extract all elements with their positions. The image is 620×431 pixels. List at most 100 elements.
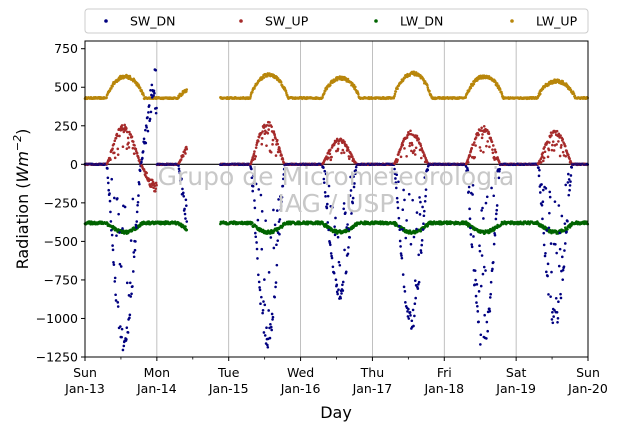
sw-up-point [279,150,282,154]
sw-up-point [559,134,562,137]
lw-up-point [285,91,288,95]
sw-dn-point [252,181,256,184]
sw-dn-point [403,290,407,293]
lw-up-point [249,95,252,98]
sw-up-point [113,156,117,160]
x-tick-label-day: Wed [287,365,314,380]
sw-dn-point [152,89,156,93]
sw-dn-point [478,249,482,253]
sw-dn-point [404,301,407,304]
sw-dn-point [260,295,263,299]
sw-up-point [491,151,495,155]
sw-dn-point [489,292,493,296]
sw-up-point [133,144,136,147]
sw-up-point [551,140,555,143]
sw-dn-point [335,283,339,287]
sw-dn-point [484,269,487,272]
lw-up-point [142,94,145,97]
lw-dn-point [255,225,258,228]
sw-dn-point [406,310,409,313]
sw-up-point [478,146,482,149]
sw-dn-point [135,220,139,223]
sw-up-point [543,150,547,154]
sw-dn-point [106,181,110,185]
sw-dn-point [112,263,116,266]
sw-dn-point [537,174,541,178]
sw-dn-point [116,197,119,200]
sw-dn-point [130,292,133,296]
sw-dn-point [119,325,122,328]
sw-up-point [150,178,154,182]
lw-up-point [111,84,114,88]
lw-up-point [185,90,188,93]
sw-dn-point [340,292,343,295]
sw-dn-point [405,219,408,222]
sw-dn-point [326,221,330,224]
sw-up-point [403,147,406,150]
lw-up-point [354,85,357,89]
sw-dn-point [119,265,123,268]
sw-dn-point [154,111,158,115]
sw-dn-point [567,178,571,181]
sw-dn-point [255,241,258,244]
sw-dn-point [270,312,274,316]
lw-dn-point [184,225,187,228]
sw-dn-point [118,262,122,266]
sw-dn-point [560,255,564,259]
sw-up-point [546,155,550,159]
sw-up-point [485,144,488,148]
sw-dn-point [278,232,281,236]
sw-dn-point [400,254,403,257]
sw-dn-point [282,173,286,176]
sw-dn-point [330,256,334,260]
lw-up-point [464,96,468,99]
sw-dn-point [262,300,265,303]
sw-dn-point [566,219,569,223]
sw-up-point [419,144,423,148]
sw-dn-point [111,244,114,247]
sw-up-point [276,142,280,146]
sw-dn-point [152,94,155,97]
sw-dn-point [484,201,488,205]
sw-up-point [481,133,484,136]
sw-up-point [113,139,117,143]
sw-dn-point [135,210,139,214]
sw-dn-point [113,280,117,283]
sw-dn-point [126,331,130,334]
sw-dn-point [136,203,139,207]
lw-up-point [357,92,360,96]
sw-up-point [125,147,129,150]
sw-up-point [130,135,134,138]
sw-dn-point [180,177,183,181]
sw-dn-point [146,116,149,119]
sw-dn-point [110,177,114,181]
sw-dn-point [396,200,399,204]
sw-up-point [474,144,477,147]
sw-up-point [539,161,543,164]
sw-up-point [255,143,258,147]
sw-dn-point [495,212,498,216]
sw-dn-point [253,206,257,210]
sw-dn-point [183,212,187,216]
sw-dn-point [558,231,561,235]
sw-dn-point [398,228,402,231]
sw-up-point [550,134,553,137]
lw-dn-point [493,228,496,231]
sw-dn-point [281,184,285,188]
sw-dn-point [488,307,491,311]
sw-up-point [276,150,280,154]
x-tick-label-date: Jan-20 [567,381,608,396]
sw-dn-point [277,220,281,223]
sw-up-point [125,130,129,134]
sw-dn-point [336,235,340,239]
sw-dn-point [407,307,410,311]
legend-label-sw-dn: SW_DN [130,14,176,29]
legend-marker-lw-dn [374,19,378,23]
sw-dn-point [114,293,117,297]
sw-dn-point [413,302,417,305]
sw-dn-point [343,248,346,252]
sw-dn-point [108,199,112,203]
sw-up-point [559,146,563,149]
lw-dn-point [185,228,189,232]
sw-dn-point [546,262,550,266]
